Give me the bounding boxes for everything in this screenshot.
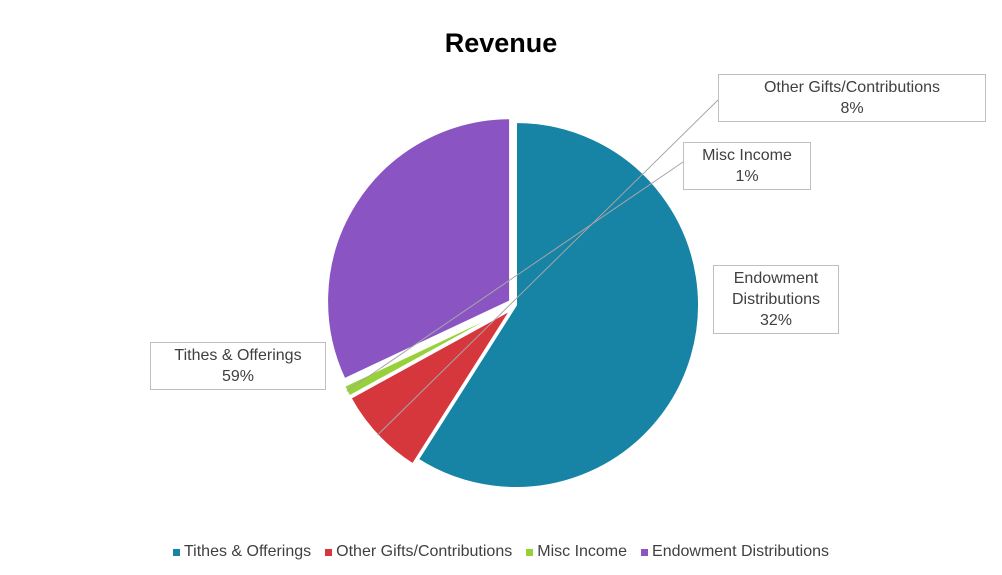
- data-label-category: Endowment Distributions: [731, 270, 821, 308]
- data-label-category: Misc Income: [702, 147, 792, 164]
- data-label-tithes-offerings: Tithes & Offerings 59%: [150, 342, 326, 390]
- legend-swatch: [325, 548, 333, 556]
- chart-title: Revenue: [444, 28, 558, 58]
- leader-lines: [346, 99, 719, 436]
- leader-line-other-gifts: [377, 99, 719, 436]
- data-label-other-gifts: Other Gifts/Contributions 8%: [718, 74, 986, 122]
- legend-label: Misc Income: [537, 543, 628, 560]
- legend-label: Other Gifts/Contributions: [336, 543, 513, 560]
- legend-swatch: [526, 548, 534, 556]
- data-label-endowment: Endowment Distributions 32%: [713, 265, 839, 334]
- legend-item-endowment: Endowment Distributions: [641, 543, 829, 561]
- data-label-percent: 32%: [759, 312, 793, 329]
- data-label-percent: 59%: [221, 368, 255, 385]
- data-label-misc-income: Misc Income 1%: [683, 142, 811, 190]
- legend-label: Endowment Distributions: [652, 543, 829, 560]
- data-label-percent: 1%: [735, 168, 759, 185]
- legend-item-misc-income: Misc Income: [526, 543, 627, 561]
- data-label-percent: 8%: [840, 100, 864, 117]
- data-label-category: Other Gifts/Contributions: [763, 79, 941, 96]
- data-label-category: Tithes & Offerings: [174, 347, 302, 364]
- legend-item-other-gifts: Other Gifts/Contributions: [325, 543, 512, 561]
- legend-label: Tithes & Offerings: [183, 543, 312, 560]
- pie-slice-tithes-offerings: [416, 120, 700, 489]
- pie-slice-endowment: [326, 117, 512, 381]
- leader-line-misc-income: [346, 161, 684, 392]
- pie-slices: [326, 117, 700, 489]
- legend-swatch: [641, 548, 649, 556]
- legend-swatch: [172, 548, 180, 556]
- legend-item-tithes-offerings: Tithes & Offerings: [172, 543, 312, 561]
- chart-legend: Tithes & Offerings Other Gifts/Contribut…: [0, 543, 1002, 561]
